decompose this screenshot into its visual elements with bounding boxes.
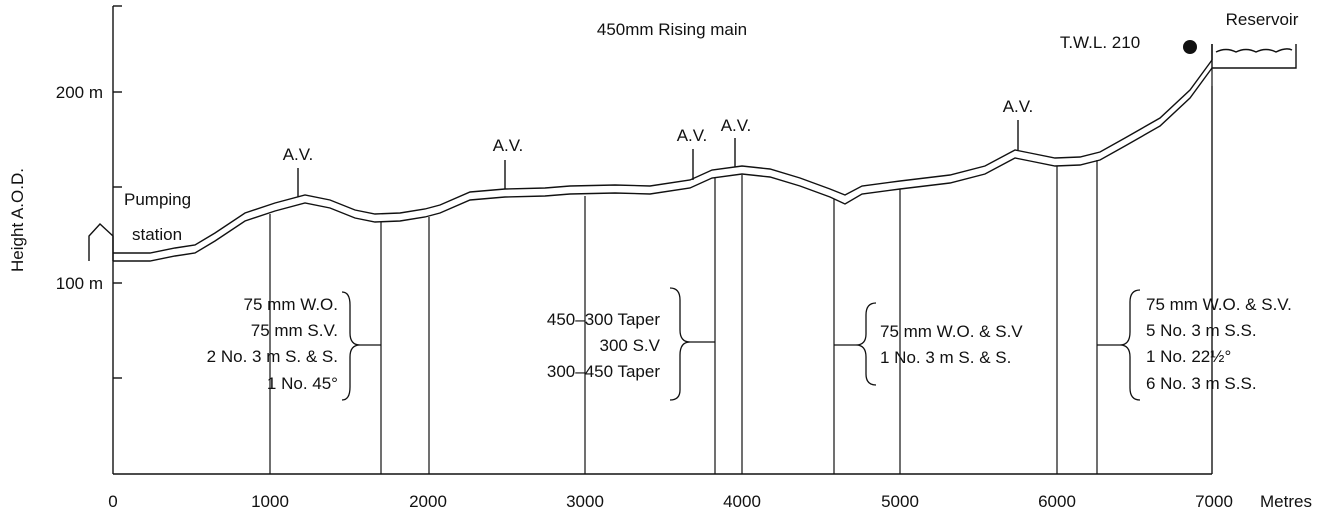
pumping-station	[88, 223, 114, 261]
fitting-label: 75 mm W.O. & S.V	[880, 322, 1023, 341]
pipe-top-line	[113, 59, 1213, 254]
x-tick-label: 4000	[723, 492, 761, 511]
fitting-label: 300 S.V	[600, 336, 661, 355]
diagram-title: 450mm Rising main	[597, 20, 747, 39]
fitting-label: 6 No. 3 m S.S.	[1146, 374, 1257, 393]
reservoir-tank	[1211, 44, 1297, 69]
brace-group2	[669, 287, 691, 401]
braces	[341, 287, 1141, 401]
x-tick-label: 6000	[1038, 492, 1076, 511]
twl-label: T.W.L. 210	[1060, 33, 1140, 52]
fitting-label: 300–450 Taper	[547, 362, 660, 381]
air-valve-label: A.V.	[493, 136, 524, 155]
fittings-group2: 450–300 Taper 300 S.V 300–450 Taper	[547, 310, 661, 381]
pumping-station-label: station	[132, 225, 182, 244]
x-tick-label: 2000	[409, 492, 447, 511]
y-tick-label-200: 200 m	[56, 83, 103, 102]
x-axis-unit: Metres	[1260, 492, 1312, 511]
brace-group3	[855, 302, 877, 386]
pipe-bottom-line	[113, 67, 1213, 262]
fittings-group3: 75 mm W.O. & S.V 1 No. 3 m S. & S.	[880, 322, 1023, 367]
x-tick-label: 3000	[566, 492, 604, 511]
fitting-label: 2 No. 3 m S. & S.	[207, 347, 338, 366]
x-tick-label: 0	[108, 492, 117, 511]
air-valve-label: A.V.	[721, 116, 752, 135]
brace-group1	[341, 291, 361, 401]
air-valve-label: A.V.	[283, 145, 314, 164]
fitting-label: 1 No. 3 m S. & S.	[880, 348, 1011, 367]
chainage-lines	[269, 68, 1213, 474]
pumping-station-building	[88, 223, 114, 261]
air-valve-label: A.V.	[677, 126, 708, 145]
reservoir	[1211, 44, 1297, 69]
y-axis-label: Height A.O.D.	[8, 168, 27, 272]
pumping-station-label: Pumping	[124, 190, 191, 209]
twl-marker	[1183, 40, 1197, 54]
air-valve-label: A.V.	[1003, 97, 1034, 116]
brace-group4	[1119, 289, 1141, 401]
air-valves	[297, 120, 1019, 197]
reservoir-water-level	[1215, 48, 1293, 53]
y-tick-label-100: 100 m	[56, 274, 103, 293]
fittings-group1: 75 mm W.O. 75 mm S.V. 2 No. 3 m S. & S. …	[207, 295, 338, 393]
fitting-label: 5 No. 3 m S.S.	[1146, 321, 1257, 340]
rising-main-pipe	[113, 59, 1213, 262]
reservoir-label: Reservoir	[1226, 10, 1299, 29]
fitting-label: 450–300 Taper	[547, 310, 660, 329]
axes	[112, 5, 1212, 475]
x-tick-labels: 0 1000 2000 3000 4000 5000 6000 7000 Met…	[108, 492, 1312, 511]
fitting-label: 75 mm S.V.	[251, 321, 338, 340]
fittings-group4: 75 mm W.O. & S.V. 5 No. 3 m S.S. 1 No. 2…	[1146, 295, 1292, 393]
x-tick-label: 1000	[251, 492, 289, 511]
fitting-label: 75 mm W.O. & S.V.	[1146, 295, 1292, 314]
x-tick-label: 7000	[1195, 492, 1233, 511]
x-tick-label: 5000	[881, 492, 919, 511]
fitting-label: 75 mm W.O.	[244, 295, 338, 314]
fitting-label: 1 No. 45°	[267, 374, 338, 393]
fitting-label: 1 No. 22½°	[1146, 347, 1231, 366]
